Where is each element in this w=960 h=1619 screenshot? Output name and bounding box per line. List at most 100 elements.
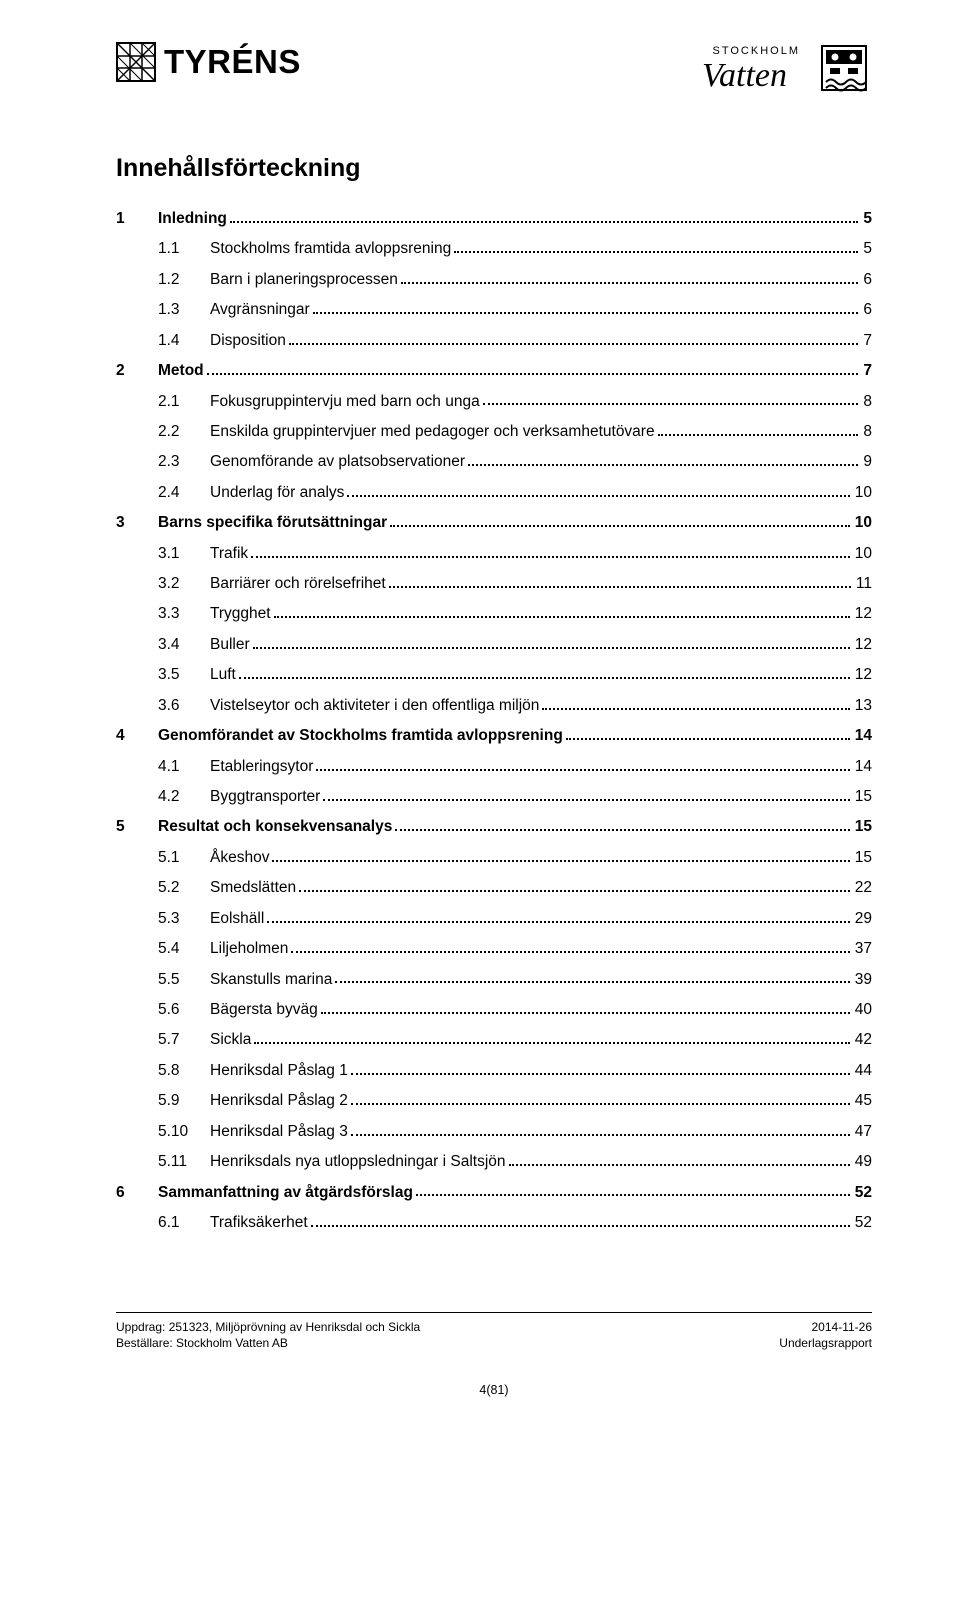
toc-entry[interactable]: 6.1Trafiksäkerhet52 — [116, 1213, 872, 1234]
toc-leader — [323, 799, 849, 801]
tyrens-mark-icon — [116, 42, 156, 82]
toc-leader — [299, 890, 850, 892]
toc-entry[interactable]: 5.11Henriksdals nya utloppsledningar i S… — [116, 1152, 872, 1173]
toc-number: 3.2 — [158, 574, 210, 595]
toc-page: 45 — [853, 1091, 872, 1112]
toc-number: 3.3 — [158, 604, 210, 625]
toc-leader — [253, 647, 850, 649]
toc-number: 3 — [116, 513, 158, 534]
toc-entry[interactable]: 2.4Underlag för analys10 — [116, 483, 872, 504]
toc-entry[interactable]: 1.1Stockholms framtida avloppsrening5 — [116, 239, 872, 260]
toc-entry[interactable]: 5.4Liljeholmen37 — [116, 939, 872, 960]
toc-entry[interactable]: 2.3Genomförande av platsobservationer9 — [116, 452, 872, 473]
toc-leader — [454, 251, 858, 253]
toc-number: 4 — [116, 726, 158, 747]
toc-leader — [347, 495, 849, 497]
toc-number: 3.4 — [158, 635, 210, 656]
toc-leader — [351, 1103, 850, 1105]
toc-label: Bägersta byväg — [210, 1000, 318, 1021]
toc-leader — [316, 769, 849, 771]
toc-entry[interactable]: 1.4Disposition7 — [116, 331, 872, 352]
toc-number: 2 — [116, 361, 158, 382]
toc-entry[interactable]: 1Inledning5 — [116, 209, 872, 230]
logo-stockholm-vatten: STOCKHOLM Vatten — [702, 42, 872, 98]
toc-entry[interactable]: 5.8Henriksdal Påslag 144 — [116, 1061, 872, 1082]
toc-label: Skanstulls marina — [210, 970, 332, 991]
toc-page: 10 — [853, 483, 872, 504]
toc-number: 5.3 — [158, 909, 210, 930]
toc-leader — [658, 434, 859, 436]
footer-left: Uppdrag: 251323, Miljöprövning av Henrik… — [116, 1319, 420, 1351]
toc-entry[interactable]: 3Barns specifika förutsättningar10 — [116, 513, 872, 534]
toc-page: 47 — [853, 1122, 872, 1143]
toc-page: 14 — [853, 726, 872, 747]
toc-number: 2.2 — [158, 422, 210, 443]
toc-entry[interactable]: 5.3Eolshäll29 — [116, 909, 872, 930]
toc-entry[interactable]: 5.6Bägersta byväg40 — [116, 1000, 872, 1021]
toc-entry[interactable]: 5.10Henriksdal Påslag 347 — [116, 1122, 872, 1143]
toc-entry[interactable]: 3.3Trygghet12 — [116, 604, 872, 625]
toc-entry[interactable]: 3.2Barriärer och rörelsefrihet11 — [116, 574, 872, 595]
toc-label: Vistelseytor och aktiviteter i den offen… — [210, 696, 539, 717]
toc-page: 6 — [861, 300, 872, 321]
toc-leader — [351, 1134, 850, 1136]
toc-leader — [254, 1042, 849, 1044]
toc-label: Inledning — [158, 209, 227, 230]
toc-label: Genomförandet av Stockholms framtida avl… — [158, 726, 563, 747]
toc-page: 15 — [853, 787, 872, 808]
toc-entry[interactable]: 3.6Vistelseytor och aktiviteter i den of… — [116, 696, 872, 717]
toc-entry[interactable]: 4Genomförandet av Stockholms framtida av… — [116, 726, 872, 747]
toc-label: Trafiksäkerhet — [210, 1213, 308, 1234]
toc-page: 13 — [853, 696, 872, 717]
toc-entry[interactable]: 2.2Enskilda gruppintervjuer med pedagoge… — [116, 422, 872, 443]
toc-entry[interactable]: 5.2Smedslätten22 — [116, 878, 872, 899]
toc-entry[interactable]: 5.5Skanstulls marina 39 — [116, 970, 872, 991]
toc-entry[interactable]: 1.3Avgränsningar6 — [116, 300, 872, 321]
toc-label: Resultat och konsekvensanalys — [158, 817, 392, 838]
toc-entry[interactable]: 1.2Barn i planeringsprocessen6 — [116, 270, 872, 291]
toc-entry[interactable]: 3.1Trafik10 — [116, 544, 872, 565]
toc-entry[interactable]: 5.9Henriksdal Påslag 245 — [116, 1091, 872, 1112]
logo-tyrens: TYRÉNS — [116, 42, 301, 82]
toc-entry[interactable]: 5.1Åkeshov15 — [116, 848, 872, 869]
toc-leader — [389, 586, 851, 588]
toc-entry[interactable]: 4.2Byggtransporter15 — [116, 787, 872, 808]
toc-number: 6 — [116, 1183, 158, 1204]
toc-number: 2.1 — [158, 392, 210, 413]
toc-page: 5 — [861, 209, 872, 230]
toc-leader — [311, 1225, 850, 1227]
toc-leader — [289, 343, 859, 345]
toc-label: Stockholms framtida avloppsrening — [210, 239, 451, 260]
toc-page: 40 — [853, 1000, 872, 1021]
toc-entry[interactable]: 5Resultat och konsekvensanalys15 — [116, 817, 872, 838]
toc-leader — [416, 1194, 850, 1196]
toc-page: 11 — [854, 574, 872, 595]
toc-entry[interactable]: 4.1Etableringsytor14 — [116, 757, 872, 778]
toc-number: 5.5 — [158, 970, 210, 991]
toc-label: Fokusgruppintervju med barn och unga — [210, 392, 480, 413]
toc-number: 3.6 — [158, 696, 210, 717]
toc-page: 14 — [853, 757, 872, 778]
toc-page: 42 — [853, 1030, 872, 1051]
toc-entry[interactable]: 3.5Luft12 — [116, 665, 872, 686]
toc-leader — [313, 312, 859, 314]
toc-leader — [321, 1012, 850, 1014]
toc-entry[interactable]: 3.4Buller12 — [116, 635, 872, 656]
toc-label: Sickla — [210, 1030, 251, 1051]
table-of-contents: 1Inledning51.1Stockholms framtida avlopp… — [116, 209, 872, 1234]
toc-entry[interactable]: 6Sammanfattning av åtgärdsförslag52 — [116, 1183, 872, 1204]
toc-number: 2.4 — [158, 483, 210, 504]
toc-label: Genomförande av platsobservationer — [210, 452, 465, 473]
toc-page: 15 — [853, 817, 872, 838]
toc-entry[interactable]: 2Metod7 — [116, 361, 872, 382]
page-title: Innehållsförteckning — [116, 154, 872, 183]
toc-number: 4.1 — [158, 757, 210, 778]
toc-label: Barn i planeringsprocessen — [210, 270, 398, 291]
toc-label: Buller — [210, 635, 250, 656]
page-header: TYRÉNS STOCKHOLM Vatten — [116, 42, 872, 98]
toc-entry[interactable]: 5.7Sickla42 — [116, 1030, 872, 1051]
toc-entry[interactable]: 2.1Fokusgruppintervju med barn och unga8 — [116, 392, 872, 413]
toc-label: Trygghet — [210, 604, 271, 625]
toc-page: 39 — [853, 970, 872, 991]
toc-label: Eolshäll — [210, 909, 264, 930]
